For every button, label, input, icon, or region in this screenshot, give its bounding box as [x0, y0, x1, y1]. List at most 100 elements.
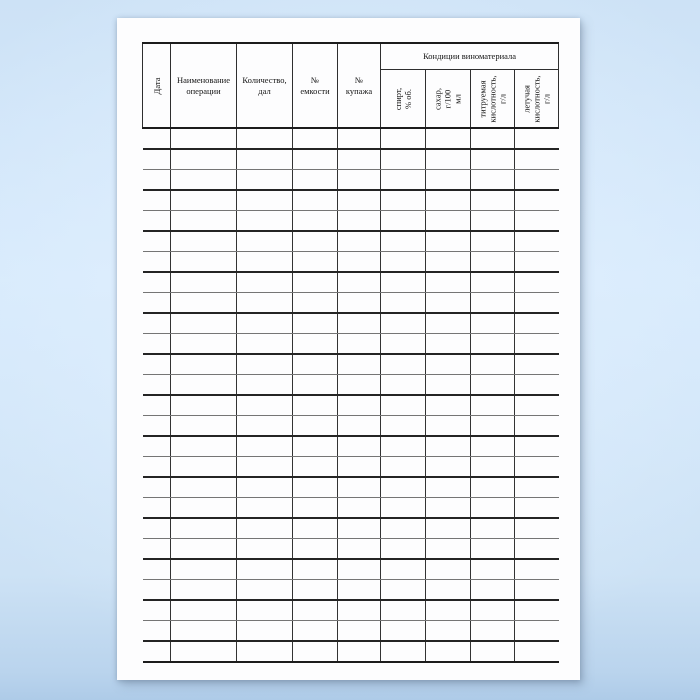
- table-row: [142, 559, 559, 580]
- table-cell: [380, 600, 426, 621]
- table-row: [142, 374, 559, 396]
- table-cell: [292, 559, 338, 580]
- table-cell: [236, 415, 293, 437]
- table-cell: [425, 333, 471, 355]
- table-cell: [380, 620, 426, 642]
- table-cell: [142, 354, 171, 375]
- table-row: [142, 128, 559, 150]
- table-cell: [236, 538, 293, 560]
- table-cell: [337, 149, 381, 170]
- table-cell: [380, 374, 426, 396]
- table-cell: [337, 292, 381, 314]
- table-cell: [337, 354, 381, 375]
- table-row: [142, 313, 559, 334]
- table-cell: [142, 231, 171, 252]
- table-cell: [337, 579, 381, 601]
- table-cell: [380, 579, 426, 601]
- table-cell: [292, 600, 338, 621]
- table-cell: [513, 395, 559, 416]
- table-cell: [142, 149, 171, 170]
- table-cell: [513, 333, 559, 355]
- table-cell: [425, 436, 471, 457]
- table-cell: [170, 477, 237, 498]
- table-cell: [470, 333, 515, 355]
- table-cell: [292, 292, 338, 314]
- table-cell: [292, 436, 338, 457]
- table-cell: [142, 620, 171, 642]
- table-cell: [236, 374, 293, 396]
- col-header-date: Дата: [142, 42, 171, 129]
- table-cell: [380, 251, 426, 273]
- table-cell: [470, 374, 515, 396]
- table-row: [142, 620, 559, 642]
- table-cell: [380, 477, 426, 498]
- table-cell: [337, 313, 381, 334]
- table-cell: [380, 518, 426, 539]
- table-cell: [292, 231, 338, 252]
- table-cell: [425, 272, 471, 293]
- table-cell: [513, 641, 559, 663]
- table-row: [142, 354, 559, 375]
- table-cell: [470, 559, 515, 580]
- table-row: [142, 292, 559, 314]
- table-cell: [170, 497, 237, 519]
- table-cell: [292, 497, 338, 519]
- table-cell: [236, 231, 293, 252]
- table-row: [142, 600, 559, 621]
- table-cell: [170, 436, 237, 457]
- table-cell: [236, 251, 293, 273]
- table-cell: [380, 354, 426, 375]
- table-cell: [470, 456, 515, 478]
- table-cell: [337, 169, 381, 191]
- header-row-top: Дата Наименование операции Количество, д…: [142, 42, 560, 129]
- table-cell: [236, 354, 293, 375]
- table-row: [142, 436, 559, 457]
- table-cell: [236, 292, 293, 314]
- table-cell: [236, 456, 293, 478]
- col-header-quantity: Количество, дал: [236, 42, 293, 129]
- table-cell: [470, 190, 515, 211]
- table-row: [142, 190, 559, 211]
- table-cell: [470, 149, 515, 170]
- table-cell: [425, 251, 471, 273]
- table-cell: [337, 210, 381, 232]
- table-cell: [292, 272, 338, 293]
- table-row: [142, 415, 559, 437]
- table-cell: [513, 374, 559, 396]
- table-cell: [513, 497, 559, 519]
- table-cell: [470, 128, 515, 150]
- table-cell: [170, 538, 237, 560]
- table-cell: [513, 292, 559, 314]
- table-cell: [380, 456, 426, 478]
- table-cell: [170, 415, 237, 437]
- table-cell: [425, 538, 471, 560]
- col-header-blend-no-label: № купажа: [345, 74, 373, 96]
- table-cell: [236, 579, 293, 601]
- table-cell: [470, 538, 515, 560]
- col-header-volatile-acidity-label: летучая кислотность, г/л: [521, 74, 552, 123]
- table-cell: [513, 149, 559, 170]
- col-header-sugar: сахар, г/100 мл: [425, 69, 471, 129]
- table-cell: [236, 620, 293, 642]
- table-cell: [170, 313, 237, 334]
- table-cell: [425, 169, 471, 191]
- table-cell: [380, 231, 426, 252]
- table-cell: [170, 559, 237, 580]
- table-cell: [142, 374, 171, 396]
- document-page: Дата Наименование операции Количество, д…: [117, 18, 580, 680]
- table-cell: [142, 415, 171, 437]
- header-row-sub: спирт, % об. сахар, г/100 мл титруемая к…: [143, 69, 560, 129]
- table-cell: [470, 641, 515, 663]
- table-cell: [337, 559, 381, 580]
- table-cell: [513, 477, 559, 498]
- table-cell: [337, 518, 381, 539]
- table-cell: [337, 190, 381, 211]
- col-header-operation: Наименование операции: [170, 42, 237, 129]
- col-header-quantity-label: Количество, дал: [242, 74, 287, 96]
- table-cell: [513, 251, 559, 273]
- wine-log-table: Дата Наименование операции Количество, д…: [142, 42, 560, 663]
- table-row: [142, 251, 559, 273]
- table-cell: [470, 518, 515, 539]
- table-row: [142, 333, 559, 355]
- table-cell: [236, 333, 293, 355]
